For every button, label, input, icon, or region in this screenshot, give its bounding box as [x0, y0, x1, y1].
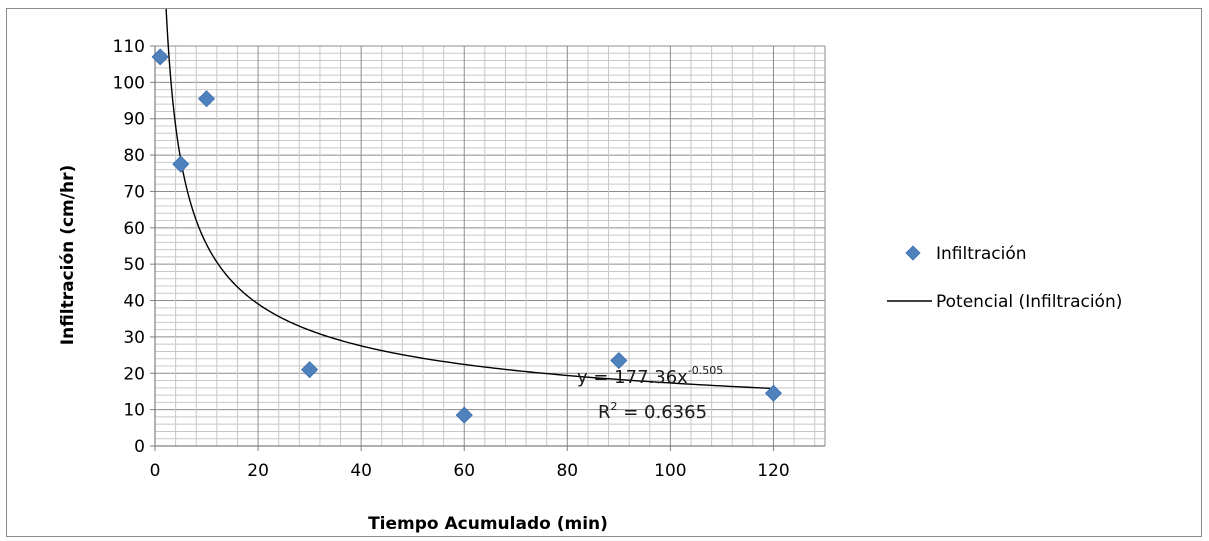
equation-exponent: -0.505	[688, 364, 723, 377]
y-tick-label: 20	[123, 364, 145, 384]
data-points	[151, 48, 783, 424]
y-tick-label: 90	[123, 110, 145, 130]
data-point	[151, 48, 169, 66]
y-tick-label: 60	[123, 219, 145, 239]
y-tick-label: 0	[134, 437, 145, 457]
y-tick-labels: 0 10 20 30 40 50 60 70 80 90 100 110	[113, 37, 145, 457]
r2-value: = 0.6365	[618, 402, 708, 423]
x-tick-label: 100	[654, 461, 686, 481]
chart-frame: 0 10 20 30 40 50 60 70 80 90 100 110 0 20 40 60 80 100 12…	[6, 8, 1202, 537]
x-tick-labels: 0 20 40 60 80 100 120	[150, 461, 790, 481]
y-tick-label: 110	[113, 37, 145, 57]
x-axis-title: Tiempo Acumulado (min)	[368, 514, 608, 534]
legend-diamond-marker	[905, 245, 921, 261]
axes	[150, 45, 825, 451]
data-point	[455, 406, 473, 424]
y-tick-label: 30	[123, 328, 145, 348]
data-point	[610, 351, 628, 370]
grid-lines	[154, 45, 826, 447]
data-point	[172, 155, 190, 173]
x-tick-label: 20	[247, 461, 269, 481]
y-tick-label: 10	[123, 401, 145, 421]
x-tick-label: 120	[757, 461, 789, 481]
data-point	[764, 384, 783, 402]
data-point	[301, 361, 319, 379]
legend: Infiltración Potencial (Infiltración)	[887, 244, 1122, 312]
y-axis-title: Infiltración (cm/hr)	[58, 165, 78, 345]
data-point	[197, 90, 216, 108]
y-tick-label: 40	[123, 292, 145, 312]
legend-label-series-1: Infiltración	[936, 244, 1027, 264]
r2-superscript: 2	[611, 400, 618, 413]
x-tick-label: 40	[350, 461, 372, 481]
power-trendline	[165, 9, 774, 390]
x-tick-label: 80	[556, 461, 578, 481]
x-tick-label: 60	[453, 461, 475, 481]
x-tick-label: 0	[150, 461, 161, 481]
equation-main: y = 177.36x	[577, 367, 688, 388]
y-tick-label: 100	[113, 73, 145, 93]
r2-prefix: R	[598, 402, 611, 423]
r-squared-label: R2 = 0.6365	[598, 400, 707, 423]
y-tick-label: 50	[123, 255, 145, 275]
y-tick-label: 80	[123, 146, 145, 166]
trendline-equation: y = 177.36x-0.505	[577, 364, 723, 388]
legend-label-series-2: Potencial (Infiltración)	[936, 292, 1122, 312]
y-tick-label: 70	[123, 182, 145, 202]
chart-svg: 0 10 20 30 40 50 60 70 80 90 100 110 0 20 40 60 80 100 12…	[58, 9, 1122, 534]
